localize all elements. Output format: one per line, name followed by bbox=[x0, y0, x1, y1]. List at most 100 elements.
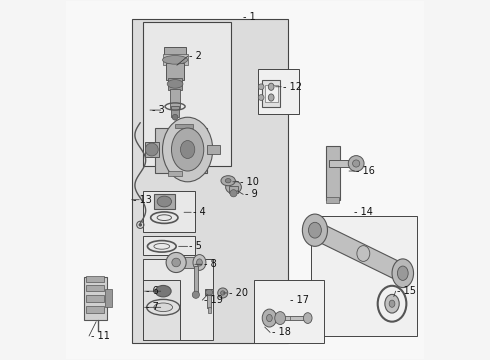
Bar bbox=[143, 235, 195, 255]
Bar bbox=[168, 78, 182, 90]
Ellipse shape bbox=[193, 255, 206, 270]
Ellipse shape bbox=[218, 288, 228, 298]
Bar bbox=[265, 85, 278, 102]
Bar bbox=[155, 128, 207, 173]
Ellipse shape bbox=[230, 190, 237, 197]
Bar bbox=[86, 285, 104, 291]
Text: - 13: - 13 bbox=[133, 195, 152, 205]
Bar bbox=[143, 259, 213, 339]
Ellipse shape bbox=[302, 214, 327, 246]
Ellipse shape bbox=[146, 143, 158, 156]
Bar bbox=[155, 304, 171, 311]
Ellipse shape bbox=[166, 252, 186, 273]
Bar bbox=[329, 159, 356, 167]
Text: - 19: - 19 bbox=[204, 295, 223, 305]
Bar bbox=[229, 186, 238, 193]
Ellipse shape bbox=[139, 223, 142, 226]
Ellipse shape bbox=[192, 291, 199, 298]
Ellipse shape bbox=[172, 128, 204, 171]
Ellipse shape bbox=[357, 246, 370, 261]
Bar bbox=[105, 289, 112, 307]
Bar bbox=[168, 171, 182, 176]
Bar bbox=[175, 124, 193, 128]
Ellipse shape bbox=[275, 312, 286, 324]
Text: - 10: - 10 bbox=[240, 177, 259, 187]
Bar bbox=[207, 145, 220, 154]
Ellipse shape bbox=[397, 266, 408, 280]
Bar bbox=[326, 146, 340, 200]
Bar bbox=[164, 47, 186, 56]
Ellipse shape bbox=[309, 222, 321, 238]
Text: - 7: - 7 bbox=[147, 302, 159, 312]
Text: - 14: - 14 bbox=[354, 207, 373, 217]
Bar bbox=[205, 289, 214, 296]
Ellipse shape bbox=[157, 196, 171, 207]
Ellipse shape bbox=[269, 83, 274, 90]
Bar bbox=[194, 266, 197, 295]
Ellipse shape bbox=[389, 300, 395, 307]
Text: - 2: - 2 bbox=[190, 51, 202, 61]
Bar bbox=[326, 197, 339, 203]
Bar bbox=[170, 89, 180, 108]
Bar bbox=[176, 257, 199, 267]
Bar bbox=[262, 80, 280, 107]
Ellipse shape bbox=[385, 294, 399, 313]
Ellipse shape bbox=[262, 309, 276, 327]
Bar bbox=[265, 316, 311, 320]
Bar bbox=[311, 216, 417, 336]
Ellipse shape bbox=[172, 114, 178, 120]
Ellipse shape bbox=[205, 289, 213, 295]
Bar bbox=[84, 277, 107, 320]
Text: - 5: - 5 bbox=[190, 241, 202, 251]
Ellipse shape bbox=[225, 181, 242, 194]
Ellipse shape bbox=[196, 259, 202, 266]
Ellipse shape bbox=[348, 156, 364, 171]
Ellipse shape bbox=[221, 176, 235, 186]
Bar bbox=[290, 316, 306, 320]
Ellipse shape bbox=[392, 259, 414, 288]
Bar bbox=[145, 142, 159, 157]
Ellipse shape bbox=[167, 80, 183, 88]
Bar bbox=[143, 191, 195, 232]
Text: - 4: - 4 bbox=[193, 207, 206, 217]
Ellipse shape bbox=[155, 285, 171, 297]
Bar bbox=[86, 276, 104, 282]
Text: - 12: - 12 bbox=[283, 82, 302, 92]
Text: - 17: - 17 bbox=[290, 295, 309, 305]
Text: - 16: - 16 bbox=[356, 166, 375, 176]
Bar bbox=[254, 280, 324, 343]
Bar bbox=[143, 280, 180, 339]
Ellipse shape bbox=[172, 258, 180, 267]
Text: - 15: - 15 bbox=[397, 286, 416, 296]
Text: - 11: - 11 bbox=[91, 331, 110, 341]
Ellipse shape bbox=[163, 117, 213, 182]
Polygon shape bbox=[311, 222, 407, 281]
Bar bbox=[143, 22, 231, 166]
Text: - 6: - 6 bbox=[147, 286, 159, 296]
Bar bbox=[166, 63, 184, 80]
Ellipse shape bbox=[303, 313, 312, 323]
Ellipse shape bbox=[353, 160, 360, 167]
Text: - 9: - 9 bbox=[245, 189, 258, 199]
Ellipse shape bbox=[163, 55, 188, 64]
Ellipse shape bbox=[220, 291, 225, 295]
Bar bbox=[208, 307, 211, 313]
Ellipse shape bbox=[267, 315, 272, 321]
Ellipse shape bbox=[269, 94, 274, 101]
Bar bbox=[86, 296, 104, 302]
Bar bbox=[171, 107, 179, 117]
Ellipse shape bbox=[180, 140, 195, 158]
Text: - 18: - 18 bbox=[272, 327, 291, 337]
Ellipse shape bbox=[258, 84, 264, 90]
Ellipse shape bbox=[258, 95, 264, 100]
Bar bbox=[258, 69, 299, 114]
Ellipse shape bbox=[225, 179, 231, 183]
Text: - 20: - 20 bbox=[229, 288, 248, 298]
Bar bbox=[86, 306, 104, 313]
Bar bbox=[132, 19, 288, 343]
Text: - 8: - 8 bbox=[204, 259, 217, 269]
Bar bbox=[207, 295, 211, 309]
Text: - 3: - 3 bbox=[152, 105, 165, 115]
Bar bbox=[163, 54, 188, 65]
Text: - 1: - 1 bbox=[243, 12, 256, 22]
